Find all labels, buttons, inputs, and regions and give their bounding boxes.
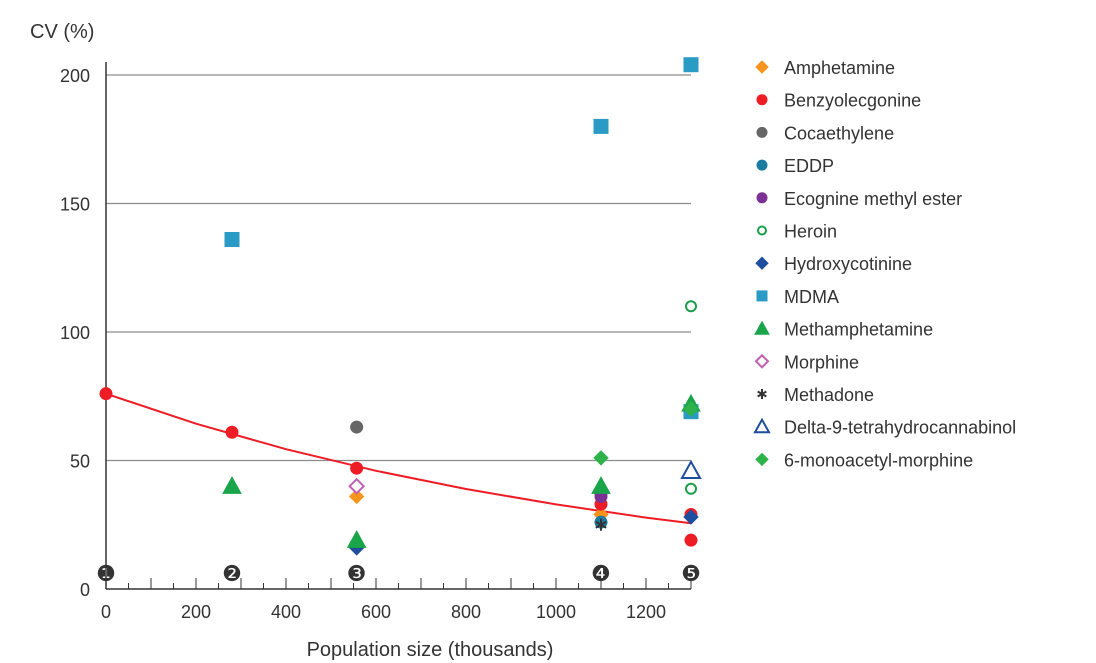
legend-label-6-monoacetyl-morphine: 6-monoacetyl-morphine [784, 450, 973, 470]
x-tick-label: 1000 [536, 602, 576, 622]
point-cocaethylene [350, 420, 364, 434]
x-tick-label: 200 [181, 602, 211, 622]
point-mdma [224, 231, 240, 247]
legend-label-methadone: Methadone [784, 385, 874, 405]
legend-label-cocaethylene: Cocaethylene [784, 123, 894, 143]
legend-label-heroin: Heroin [784, 222, 837, 242]
site-marker: ❺ [681, 561, 701, 586]
point-benzyolecgonine [350, 461, 364, 475]
fit-curve [105, 392, 692, 525]
legend-label-hydroxycotinine: Hydroxycotinine [784, 254, 912, 274]
legend-label-ecognine-methyl-ester: Ecognine methyl ester [784, 189, 962, 209]
legend-label-methamphetamine: Methamphetamine [784, 320, 933, 340]
y-tick-label: 100 [60, 323, 90, 343]
point-hydroxycotinine [683, 509, 699, 525]
point-6-monoacetyl-morphine [593, 450, 609, 466]
data-points [99, 57, 702, 556]
legend-marker-benzyolecgonine [756, 94, 768, 106]
point-methamphetamine [591, 476, 611, 494]
point-benzyolecgonine [225, 425, 239, 439]
legend-label-mdma: MDMA [784, 287, 839, 307]
point-mdma [593, 118, 609, 134]
axes: 0 50 100 150 200 0 200 400 600 800 1000 1200 [60, 62, 692, 622]
site-marker: ❸ [347, 561, 367, 586]
legend-marker-mdma [756, 290, 768, 302]
legend-label-eddp: EDDP [784, 156, 834, 176]
point-methamphetamine [222, 476, 242, 494]
site-marker: ❶ [96, 561, 116, 586]
point-6-monoacetyl-morphine [683, 401, 699, 417]
point-benzyolecgonine [684, 533, 698, 547]
star-stroke [757, 390, 767, 398]
legend-marker-6-monoacetyl-morphine [755, 452, 769, 467]
point-amphetamine [348, 488, 365, 505]
legend-marker-morphine [754, 353, 770, 369]
point-morphine [348, 477, 366, 495]
point-heroin [685, 482, 697, 495]
site-marker: ❷ [222, 561, 242, 586]
x-tick-label: 600 [361, 602, 391, 622]
legend-label-amphetamine: Amphetamine [784, 58, 895, 78]
y-axis-label: CV (%) [30, 21, 94, 43]
legend-marker-delta-9-tetrahydrocannabinol [753, 417, 771, 434]
y-tick-label: 200 [60, 66, 90, 86]
point-delta-9-tetrahydrocannabinol [680, 459, 702, 479]
x-axis-label: Population size (thousands) [307, 639, 554, 661]
legend-label-benzyolecgonine: Benzyolecgonine [784, 91, 921, 111]
y-tick-label: 150 [60, 195, 90, 215]
legend-marker-methadone [757, 389, 767, 399]
point-benzyolecgonine [99, 387, 113, 401]
y-tick-label: 50 [70, 452, 90, 472]
point-mdma [683, 57, 699, 73]
x-tick-label: 0 [101, 602, 111, 622]
y-tick-label: 0 [80, 580, 90, 600]
legend-marker-eddp [756, 159, 768, 171]
legend-marker-methamphetamine [754, 320, 770, 335]
x-tick-label: 800 [451, 602, 481, 622]
legend-marker-ecognine-methyl-ester [756, 192, 768, 204]
point-methadone [595, 518, 607, 531]
point-methamphetamine [346, 530, 367, 548]
star-stroke [595, 520, 607, 529]
grid-lines [106, 74, 691, 462]
x-tick-label: 1200 [626, 602, 666, 622]
trend-line [105, 392, 692, 525]
legend-marker-cocaethylene [756, 126, 768, 138]
site-marker: ❹ [591, 561, 611, 586]
legend: Amphetamine Benzyolecgonine Cocaethylene ED… [753, 58, 1016, 470]
point-heroin [685, 300, 697, 313]
legend-marker-heroin [757, 225, 767, 236]
legend-marker-hydroxycotinine [755, 256, 769, 270]
legend-label-delta-9-tetrahydrocannabinol: Delta-9-tetrahydrocannabinol [784, 418, 1016, 438]
legend-marker-amphetamine [755, 60, 769, 74]
site-markers: ❶ ❷ ❸ ❹ ❺ [96, 561, 701, 586]
x-tick-label: 400 [271, 602, 301, 622]
legend-label-morphine: Morphine [784, 352, 859, 372]
